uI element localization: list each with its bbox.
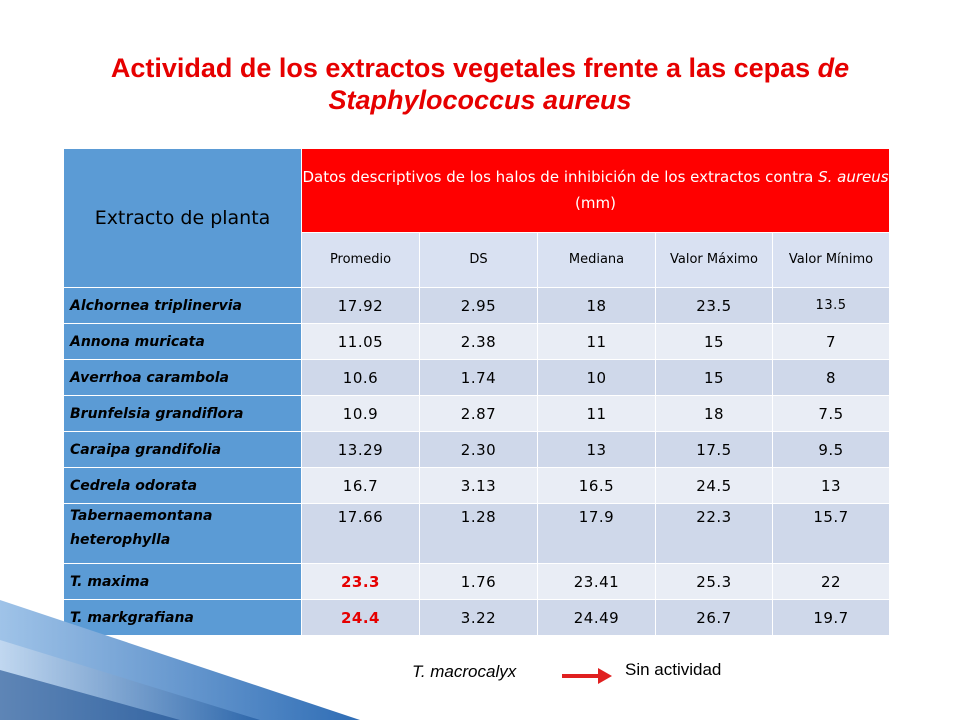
cell-ds: 2.87 xyxy=(419,395,538,432)
group-header-species: S. aureus xyxy=(818,168,889,187)
column-header-maximo: Valor Máximo xyxy=(655,231,773,289)
cell-ds: 1.74 xyxy=(419,359,538,396)
column-header-promedio: Promedio xyxy=(301,231,420,289)
cell-minimo: 7.5 xyxy=(771,395,891,432)
cell-ds: 3.13 xyxy=(419,467,538,504)
legend-result: Sin actividad xyxy=(625,660,722,679)
row-name: T. markgrafiana xyxy=(63,599,302,636)
cell-mediana: 10 xyxy=(537,359,656,396)
cell-mediana: 11 xyxy=(537,323,656,360)
row-name: Brunfelsia grandiflora xyxy=(63,395,302,432)
cell-maximo: 15 xyxy=(655,359,773,396)
title-main: Actividad de los extractos vegetales fre… xyxy=(110,53,818,83)
table-row: T. maxima 23.3 1.76 23.41 25.3 22 xyxy=(63,563,891,600)
cell-ds: 2.95 xyxy=(419,287,538,324)
cell-mediana: 18 xyxy=(537,287,656,324)
page-title: Actividad de los extractos vegetales fre… xyxy=(0,52,960,116)
cell-promedio: 17.92 xyxy=(301,287,420,324)
row-name: Averrhoa carambola xyxy=(63,359,302,396)
cell-promedio: 11.05 xyxy=(301,323,420,360)
cell-minimo: 22 xyxy=(771,563,891,600)
row-name: Cedrela odorata xyxy=(63,467,302,504)
cell-promedio: 17.66 xyxy=(301,503,420,564)
row-name: Tabernaemontana heterophylla xyxy=(63,503,302,564)
cell-maximo: 24.5 xyxy=(655,467,773,504)
cell-minimo: 8 xyxy=(771,359,891,396)
row-name: Alchornea triplinervia xyxy=(63,287,302,324)
cell-minimo: 19.7 xyxy=(771,599,891,636)
cell-ds: 2.38 xyxy=(419,323,538,360)
cell-ds: 2.30 xyxy=(419,431,538,468)
row-name: Caraipa grandifolia xyxy=(63,431,302,468)
decorative-swoosh xyxy=(0,600,360,720)
cell-maximo: 26.7 xyxy=(655,599,773,636)
legend-species: T. macrocalyx xyxy=(412,662,517,681)
cell-mediana: 16.5 xyxy=(537,467,656,504)
cell-mediana: 11 xyxy=(537,395,656,432)
cell-mediana: 24.49 xyxy=(537,599,656,636)
table-row: T. markgrafiana 24.4 3.22 24.49 26.7 19.… xyxy=(63,599,891,636)
group-header-units: (mm) xyxy=(575,194,616,213)
title-species: Staphylococcus aureus xyxy=(328,85,632,115)
cell-promedio: 13.29 xyxy=(301,431,420,468)
cell-minimo: 13 xyxy=(771,467,891,504)
cell-promedio: 10.9 xyxy=(301,395,420,432)
column-header-minimo: Valor Mínimo xyxy=(771,231,891,289)
group-header-text: Datos descriptivos de los halos de inhib… xyxy=(302,168,819,187)
table-row: Brunfelsia grandiflora 10.9 2.87 11 18 7… xyxy=(63,395,891,432)
table-row: Caraipa grandifolia 13.29 2.30 13 17.5 9… xyxy=(63,431,891,468)
cell-mediana: 13 xyxy=(537,431,656,468)
table-row: Averrhoa carambola 10.6 1.74 10 15 8 xyxy=(63,359,891,396)
cell-maximo: 23.5 xyxy=(655,287,773,324)
cell-promedio: 10.6 xyxy=(301,359,420,396)
cell-promedio-highlight: 23.3 xyxy=(301,563,420,600)
cell-minimo: 13.5 xyxy=(771,287,891,324)
arrow-right-icon xyxy=(562,668,612,684)
cell-maximo: 15 xyxy=(655,323,773,360)
row-name: T. maxima xyxy=(63,563,302,600)
title-italic-de: de xyxy=(817,53,850,83)
row-name: Annona muricata xyxy=(63,323,302,360)
cell-maximo: 25.3 xyxy=(655,563,773,600)
table-row: Alchornea triplinervia 17.92 2.95 18 23.… xyxy=(63,287,891,324)
plant-column-header: Extracto de planta xyxy=(63,148,302,288)
cell-minimo: 9.5 xyxy=(771,431,891,468)
cell-promedio-highlight: 24.4 xyxy=(301,599,420,636)
table-row: Tabernaemontana heterophylla 17.66 1.28 … xyxy=(63,503,891,564)
cell-maximo: 18 xyxy=(655,395,773,432)
column-header-mediana: Mediana xyxy=(537,231,656,289)
cell-minimo: 15.7 xyxy=(771,503,891,564)
cell-ds: 1.76 xyxy=(419,563,538,600)
cell-mediana: 23.41 xyxy=(537,563,656,600)
cell-promedio: 16.7 xyxy=(301,467,420,504)
table-row: Annona muricata 11.05 2.38 11 15 7 xyxy=(63,323,891,360)
group-header: Datos descriptivos de los halos de inhib… xyxy=(300,148,891,233)
cell-minimo: 7 xyxy=(771,323,891,360)
cell-mediana: 17.9 xyxy=(537,503,656,564)
cell-maximo: 22.3 xyxy=(655,503,773,564)
cell-ds: 3.22 xyxy=(419,599,538,636)
cell-maximo: 17.5 xyxy=(655,431,773,468)
column-header-ds: DS xyxy=(419,231,538,289)
table-row: Cedrela odorata 16.7 3.13 16.5 24.5 13 xyxy=(63,467,891,504)
data-table: Extracto de planta Datos descriptivos de… xyxy=(63,148,891,636)
cell-ds: 1.28 xyxy=(419,503,538,564)
